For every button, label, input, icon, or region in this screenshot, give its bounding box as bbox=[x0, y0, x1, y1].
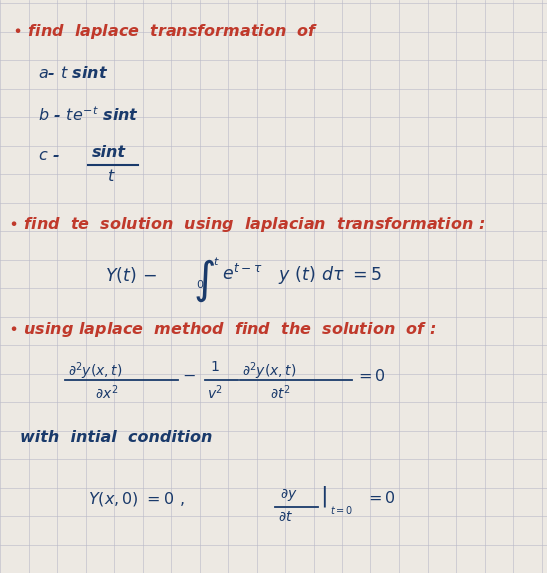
Text: $0$: $0$ bbox=[196, 278, 205, 290]
Text: $y$ $(t)$ $d\tau$ $= 5$: $y$ $(t)$ $d\tau$ $= 5$ bbox=[278, 264, 382, 286]
Text: $\partial y$: $\partial y$ bbox=[280, 486, 298, 503]
Text: sint: sint bbox=[92, 145, 126, 160]
Text: $1$: $1$ bbox=[210, 360, 220, 374]
Text: $t$: $t$ bbox=[213, 255, 220, 267]
Text: $|$: $|$ bbox=[320, 484, 327, 509]
Text: $\partial t^2$: $\partial t^2$ bbox=[270, 383, 291, 402]
Text: $\partial t$: $\partial t$ bbox=[278, 510, 293, 524]
Text: $\bullet$ using laplace  method  find  the  solution  of :: $\bullet$ using laplace method find the … bbox=[8, 320, 437, 339]
Text: $\bullet$ find  te  solution  using  laplacian  transformation :: $\bullet$ find te solution using laplaci… bbox=[8, 215, 485, 234]
Text: $t$: $t$ bbox=[107, 168, 116, 184]
Text: $\partial x^2$: $\partial x^2$ bbox=[95, 383, 118, 402]
Text: with  intial  condition: with intial condition bbox=[20, 430, 212, 445]
Text: $= 0$: $= 0$ bbox=[365, 490, 395, 506]
Text: $c$ -: $c$ - bbox=[38, 148, 60, 163]
Text: $\partial^2 y(x,t)$: $\partial^2 y(x,t)$ bbox=[68, 360, 123, 382]
Text: $\bullet$ find  laplace  transformation  of: $\bullet$ find laplace transformation of bbox=[12, 22, 318, 41]
Text: $a$- $t$ sint: $a$- $t$ sint bbox=[38, 65, 108, 81]
Text: $Y(t)$ $-$: $Y(t)$ $-$ bbox=[105, 265, 157, 285]
Text: $= 0$: $= 0$ bbox=[355, 368, 386, 384]
Text: $Y(x,0)$ $= 0$ $,$: $Y(x,0)$ $= 0$ $,$ bbox=[88, 490, 184, 508]
Text: $\partial^2 y(x,t)$: $\partial^2 y(x,t)$ bbox=[242, 360, 296, 382]
Text: $\int$: $\int$ bbox=[193, 258, 215, 304]
Text: $e^{t-\tau}$: $e^{t-\tau}$ bbox=[222, 264, 263, 284]
Text: $b$ - $te^{-t}$ sint: $b$ - $te^{-t}$ sint bbox=[38, 105, 139, 124]
Text: $v^2$: $v^2$ bbox=[207, 383, 223, 402]
Text: $t=0$: $t=0$ bbox=[330, 504, 353, 516]
Text: $-$: $-$ bbox=[182, 368, 196, 383]
